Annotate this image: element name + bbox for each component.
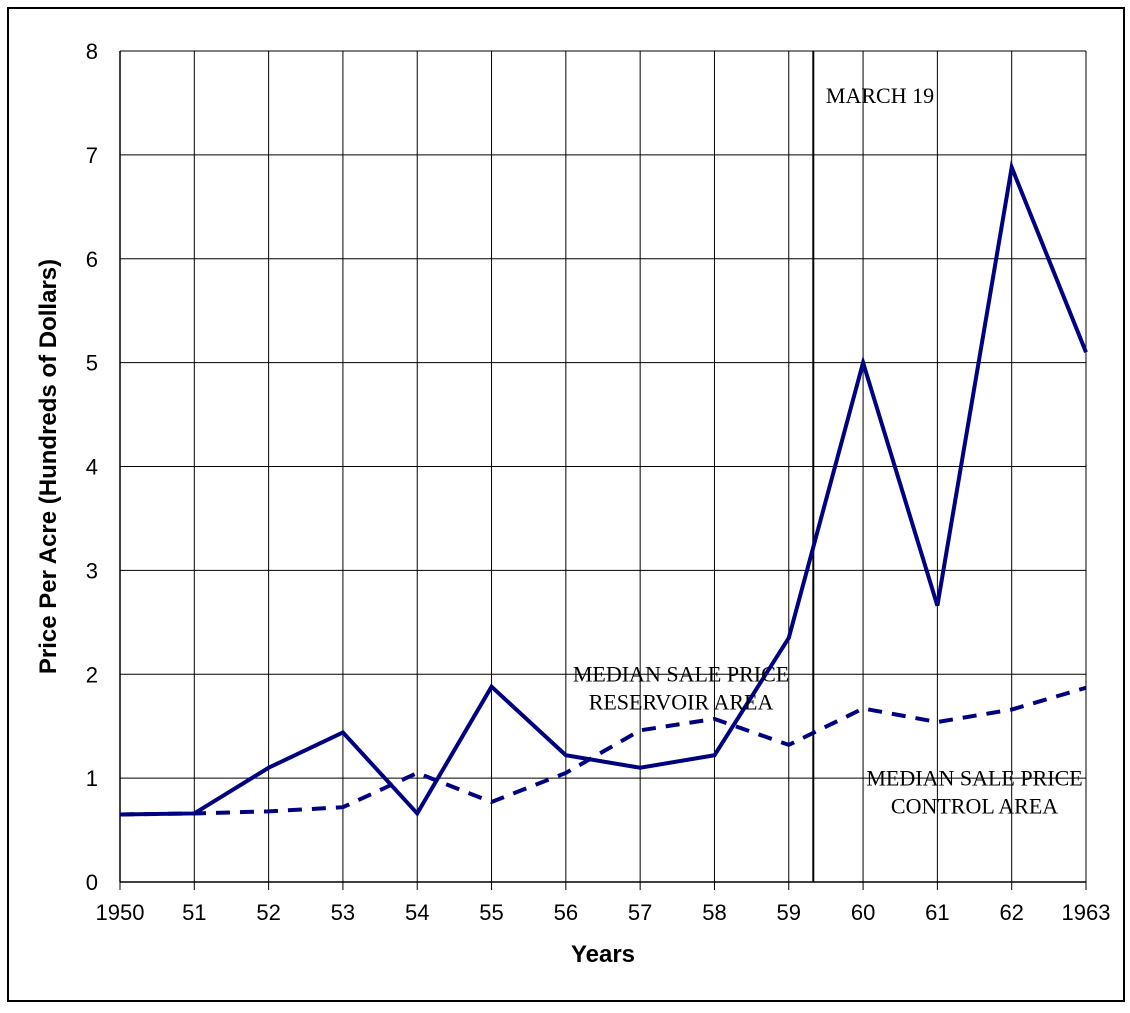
y-tick-label: 3 — [86, 558, 98, 583]
y-tick-label: 0 — [86, 870, 98, 895]
x-tick-label: 53 — [331, 900, 355, 925]
annotation-label: MARCH 19 — [826, 83, 934, 108]
x-tick-label: 51 — [182, 900, 206, 925]
x-tick-label: 60 — [851, 900, 875, 925]
y-tick-label: 8 — [86, 39, 98, 64]
y-axis-title: Price Per Acre (Hundreds of Dollars) — [35, 259, 62, 674]
x-tick-label: 1950 — [96, 900, 145, 925]
x-tick-label: 55 — [479, 900, 503, 925]
annotation-line: MARCH 19 — [826, 83, 934, 108]
grid — [119, 50, 1087, 890]
x-tick-label: 52 — [256, 900, 280, 925]
x-tick-label: 61 — [925, 900, 949, 925]
reservoir-area-series-line — [119, 160, 1088, 817]
control-area-series-line — [119, 685, 1087, 817]
y-tick-label: 6 — [86, 247, 98, 272]
x-tick-label: 62 — [999, 900, 1023, 925]
y-tick-label: 1 — [86, 766, 98, 791]
x-tick-label: 59 — [777, 900, 801, 925]
y-tick-label: 4 — [86, 455, 98, 480]
annotation-line: RESERVOIR AREA — [589, 690, 774, 715]
annotation-line: CONTROL AREA — [891, 793, 1058, 818]
x-tick-label: 58 — [702, 900, 726, 925]
y-tick-label: 5 — [86, 351, 98, 376]
x-tick-label: 57 — [628, 900, 652, 925]
annotation-label: MEDIAN SALE PRICE CONTROL AREA — [866, 765, 1082, 818]
y-tick-label: 7 — [86, 143, 98, 168]
annotation-line: MEDIAN SALE PRICE — [573, 662, 789, 687]
x-tick-label: 56 — [554, 900, 578, 925]
x-tick-label: 1963 — [1062, 900, 1111, 925]
series-layer — [119, 160, 1088, 817]
annotation-line: MEDIAN SALE PRICE — [866, 765, 1082, 790]
x-axis-title: Years — [571, 941, 635, 968]
y-tick-label: 2 — [86, 662, 98, 687]
x-tick-label: 54 — [405, 900, 429, 925]
annotation-label: MEDIAN SALE PRICE RESERVOIR AREA — [573, 662, 789, 715]
